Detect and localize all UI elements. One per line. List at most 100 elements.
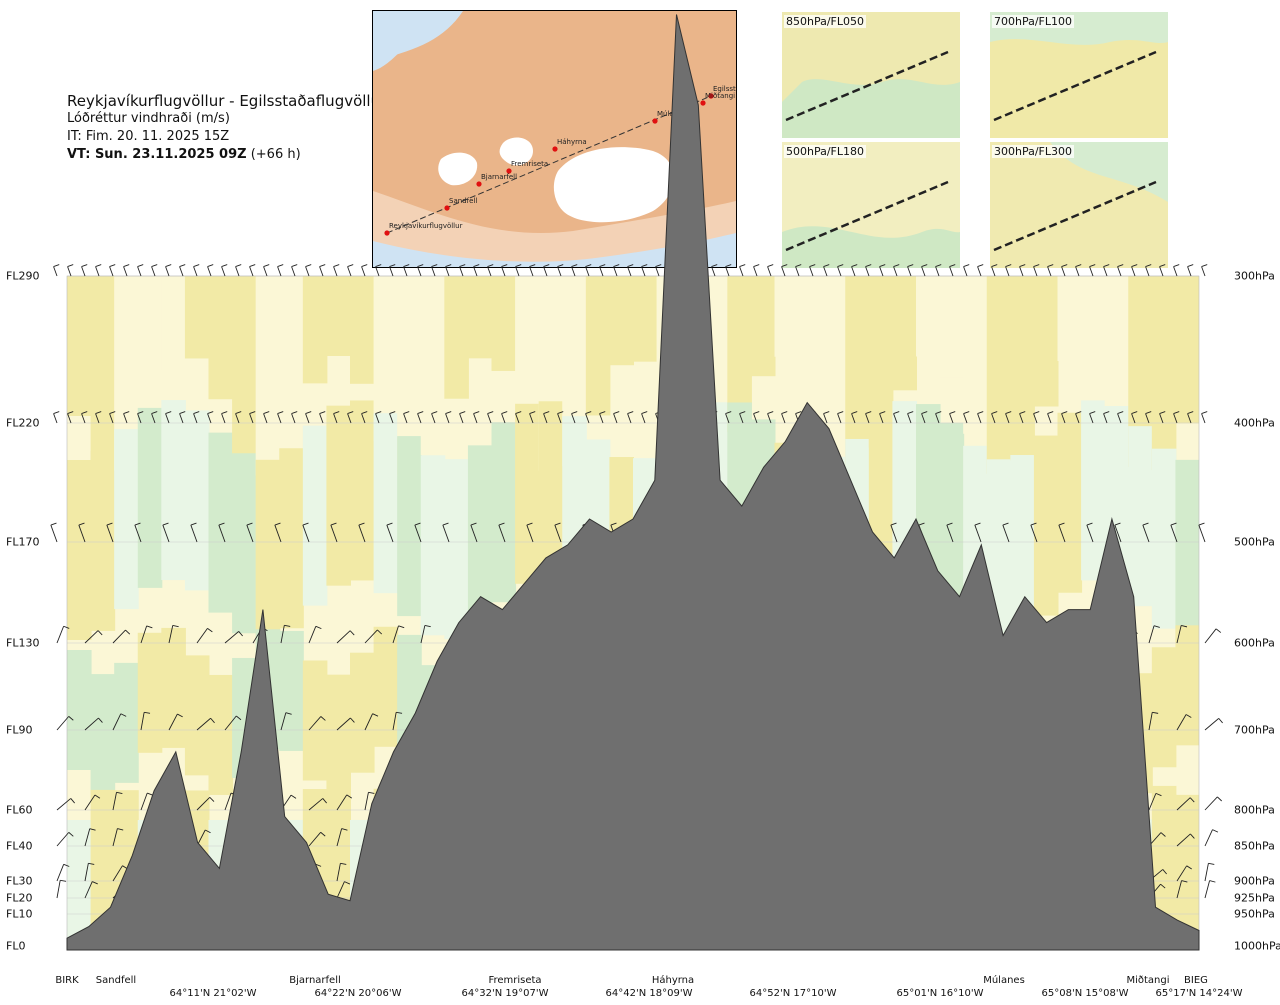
wind-barb — [1201, 266, 1206, 277]
wind-barb-flag — [501, 264, 508, 268]
wind-barb-flag — [361, 264, 368, 268]
wind-barb-flag — [302, 522, 309, 526]
wind-barb-flag — [1162, 869, 1167, 875]
mini-map-300-label: 300hPa/FL300 — [992, 145, 1075, 158]
wind-barb — [1176, 880, 1182, 899]
mini-map-300-svg — [990, 142, 1168, 268]
wind-barb-flag — [1086, 522, 1093, 526]
wind-barb — [193, 266, 198, 277]
wind-barb — [935, 413, 940, 424]
wind-barb — [599, 413, 604, 424]
wind-barb — [767, 266, 772, 277]
wind-barb-flag — [78, 522, 85, 526]
wind-barb — [946, 524, 954, 543]
wind-barb — [1204, 863, 1209, 882]
field-cell — [892, 276, 917, 391]
wind-barb-flag — [123, 264, 130, 268]
wind-barb — [599, 266, 604, 277]
wind-barb — [392, 712, 397, 731]
wind-barb — [375, 266, 380, 277]
field-cell — [1057, 412, 1083, 593]
wind-barb — [123, 266, 128, 277]
wind-barb — [56, 864, 65, 882]
wind-barb — [1089, 266, 1094, 277]
field-cell — [1128, 426, 1153, 607]
wind-barb — [137, 266, 142, 277]
wind-barb — [308, 626, 317, 644]
wind-barb-flag — [205, 829, 211, 834]
wind-barb — [557, 413, 562, 424]
wind-barb-flag — [557, 411, 564, 415]
wind-barb — [543, 413, 548, 424]
wind-barb — [1030, 524, 1038, 543]
wind-barb — [336, 863, 341, 882]
wind-barb — [308, 716, 322, 731]
wind-barb — [319, 413, 324, 424]
wind-barb-flag — [557, 264, 564, 268]
map-route-point — [384, 230, 390, 236]
field-cell — [1151, 448, 1177, 629]
wind-barb-flag — [424, 624, 431, 628]
wind-barb — [851, 413, 856, 424]
field-cell — [137, 407, 163, 588]
wind-barb — [725, 413, 730, 424]
wind-barb-flag — [1159, 264, 1166, 268]
wind-barb-flag — [921, 411, 928, 415]
wind-barb-flag — [346, 794, 353, 799]
wind-barb — [963, 266, 968, 277]
wind-barb — [417, 266, 422, 277]
wind-barb — [865, 413, 870, 424]
wind-barb-flag — [236, 715, 242, 721]
wind-barb — [123, 413, 128, 424]
wind-barb-flag — [627, 411, 634, 415]
wind-barb — [333, 413, 338, 424]
map-waypoint-label: Bjarnarfell — [481, 173, 517, 181]
wind-barb-flag — [125, 629, 131, 635]
wind-barb — [336, 794, 348, 811]
wind-barb-flag — [1185, 714, 1192, 718]
wind-barb — [526, 524, 534, 543]
field-cell — [939, 422, 965, 603]
wind-barb-flag — [1160, 832, 1166, 837]
wind-barb — [1187, 266, 1192, 277]
wind-barb-flag — [389, 264, 396, 268]
field-cell — [232, 276, 257, 456]
wind-barb-flag — [1212, 829, 1219, 833]
wind-barb-flag — [977, 264, 984, 268]
wind-barb-flag — [1005, 411, 1012, 415]
wind-barb — [627, 266, 632, 277]
field-cell — [350, 400, 375, 581]
wind-barb-flag — [68, 716, 74, 721]
field-cell — [90, 450, 116, 631]
wind-barb-flag — [389, 411, 396, 415]
field-cell — [467, 276, 493, 359]
wind-barb-flag — [277, 411, 284, 415]
wind-barb — [907, 266, 912, 277]
wind-barb — [56, 716, 70, 731]
waypoint-label: Fremriseta — [488, 975, 542, 986]
wind-barb — [613, 266, 618, 277]
wind-barb-flag — [529, 411, 536, 415]
wind-barb — [140, 712, 145, 731]
wind-barb-flag — [529, 264, 536, 268]
wind-barb-flag — [1218, 718, 1223, 724]
wind-barb-flag — [918, 522, 925, 526]
wind-barb-flag — [162, 522, 169, 526]
field-cell — [397, 436, 422, 617]
wind-barb — [1103, 266, 1108, 277]
map-route-point — [552, 146, 558, 152]
valid-time-main: VT: Sun. 23.11.2025 09Z — [67, 147, 247, 162]
wind-barb — [140, 625, 148, 644]
wind-barb — [235, 413, 240, 424]
wind-barb-flag — [1198, 522, 1205, 526]
wind-barb-flag — [207, 627, 213, 633]
flight-level-label: FL170 — [6, 535, 40, 549]
wind-barb-flag — [473, 264, 480, 268]
wind-barb — [95, 413, 100, 424]
wind-barb — [1103, 413, 1108, 424]
wind-barb-flag — [655, 264, 662, 268]
wind-barb-flag — [330, 522, 337, 526]
flight-level-label: FL220 — [6, 416, 40, 430]
wind-barb — [554, 524, 562, 543]
